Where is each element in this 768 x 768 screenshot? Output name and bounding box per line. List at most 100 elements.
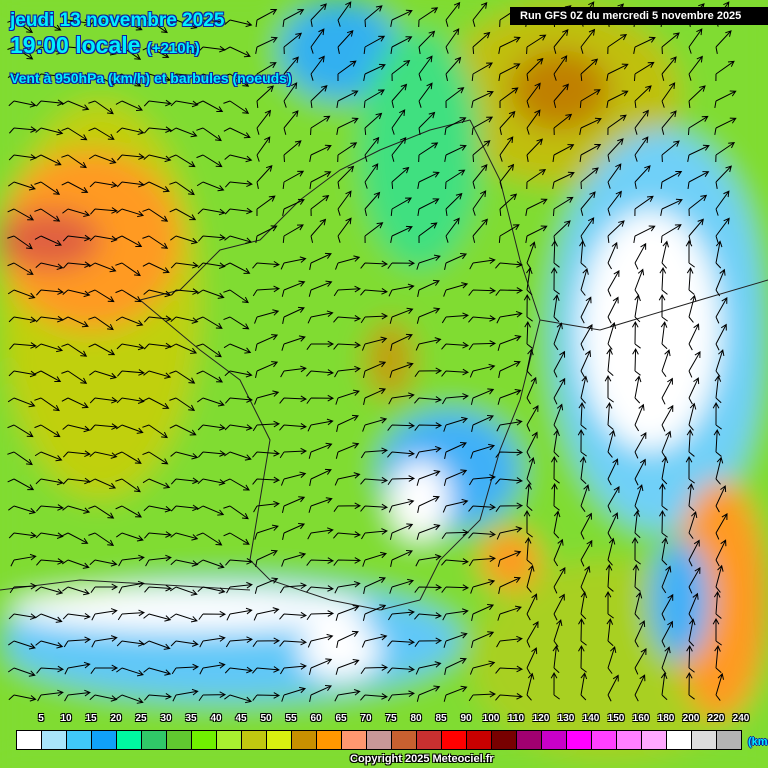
- wind-barb-icon: [606, 348, 614, 377]
- wind-barb-icon: [89, 396, 118, 404]
- wind-barb-icon: [634, 674, 646, 702]
- wind-barb-icon: [252, 260, 280, 269]
- wind-barb-icon: [281, 335, 306, 351]
- wind-barb-icon: [580, 324, 593, 351]
- legend-swatch: [542, 731, 567, 749]
- wind-barb-icon: [253, 500, 280, 513]
- wind-barb-icon: [309, 468, 332, 486]
- wind-barb-icon: [659, 482, 668, 511]
- wind-barb-icon: [498, 36, 521, 54]
- wind-barb-icon: [607, 674, 619, 702]
- wind-barb-icon: [468, 555, 496, 567]
- wind-barb-icon: [7, 424, 34, 438]
- wind-barb-icon: [35, 478, 64, 486]
- wind-barb-icon: [336, 414, 359, 432]
- wind-barb-icon: [62, 450, 91, 458]
- variable-title: Vent à 950hPa (km/h) et barbules (noeuds…: [10, 70, 292, 86]
- legend-label: 80: [410, 713, 422, 724]
- wind-barb-icon: [279, 611, 307, 620]
- wind-barb-icon: [498, 576, 521, 594]
- wind-barb-icon: [523, 509, 533, 538]
- wind-barb-icon: [197, 18, 226, 26]
- wind-barb-icon: [254, 309, 280, 324]
- wind-barb-icon: [712, 617, 722, 646]
- wind-barb-icon: [418, 7, 439, 28]
- wind-barb-icon: [279, 423, 307, 431]
- wind-barb-icon: [282, 224, 304, 244]
- wind-barb-icon: [118, 554, 145, 567]
- wind-barb-icon: [115, 478, 141, 493]
- legend-swatch: [492, 731, 517, 749]
- wind-barb-icon: [61, 181, 89, 193]
- wind-barb-icon: [469, 257, 496, 270]
- wind-barb-icon: [360, 693, 388, 701]
- forecast-lead: (+210h): [146, 40, 200, 57]
- wind-barb-icon: [169, 127, 198, 138]
- wind-barb-icon: [364, 163, 379, 189]
- wind-barb-icon: [281, 686, 307, 702]
- wind-barb-icon: [659, 266, 668, 295]
- wind-barb-icon: [62, 261, 91, 269]
- wind-barb-icon: [634, 403, 645, 432]
- wind-barb-icon: [364, 5, 383, 28]
- wind-barb-icon: [224, 666, 253, 674]
- wind-barb-icon: [499, 163, 515, 189]
- wind-barb-icon: [116, 343, 145, 351]
- wind-barb-icon: [337, 165, 355, 189]
- wind-barb-icon: [335, 442, 360, 459]
- wind-barb-icon: [634, 195, 654, 217]
- wind-barb-icon: [524, 537, 533, 565]
- wind-barb-icon: [88, 154, 117, 165]
- wind-barb-icon: [417, 171, 440, 189]
- wind-barb-icon: [62, 424, 91, 433]
- wind-barb-icon: [223, 343, 252, 354]
- wind-barb-icon: [337, 190, 352, 216]
- wind-barb-icon: [661, 82, 676, 108]
- wind-barb-icon: [89, 451, 118, 459]
- wind-barb-icon: [196, 316, 223, 329]
- wind-barb-icon: [169, 208, 197, 221]
- wind-barb-icon: [35, 72, 64, 80]
- wind-barb-icon: [198, 450, 226, 458]
- wind-barb-icon: [169, 586, 198, 596]
- wind-barb-icon: [445, 87, 465, 109]
- wind-barb-icon: [552, 144, 575, 163]
- wind-barb-icon: [631, 320, 641, 349]
- wind-barb-icon: [580, 484, 590, 513]
- wind-barb-icon: [169, 154, 196, 168]
- legend-label: 25: [135, 713, 147, 724]
- wind-barb-icon: [497, 388, 522, 405]
- wind-barb-icon: [441, 368, 469, 377]
- wind-barb-icon: [333, 502, 362, 513]
- wind-barb-icon: [333, 285, 362, 297]
- wind-barb-icon: [471, 604, 495, 621]
- wind-barb-icon: [497, 605, 522, 621]
- wind-barb-icon: [34, 370, 62, 383]
- wind-barb-icon: [688, 566, 701, 594]
- wind-barb-icon: [115, 424, 144, 434]
- forecast-hour: 19:00 locale: [10, 32, 141, 58]
- wind-barb-icon: [661, 110, 677, 135]
- wind-barb-icon: [387, 450, 415, 458]
- wind-barb-icon: [35, 46, 64, 55]
- wind-barb-icon: [391, 109, 406, 135]
- legend-label: 55: [285, 713, 297, 724]
- legend-label: 240: [732, 713, 750, 724]
- wind-barb-icon: [144, 531, 172, 539]
- wind-barb-icon: [416, 685, 441, 702]
- wind-barb-icon: [279, 582, 307, 594]
- wind-barb-icon: [468, 690, 497, 702]
- wind-barb-icon: [335, 604, 360, 621]
- wind-barb-icon: [391, 83, 408, 108]
- wind-barb-icon: [223, 316, 250, 330]
- wind-barb-icon: [551, 239, 560, 268]
- wind-barb-icon: [197, 397, 225, 407]
- wind-barb-icon: [526, 348, 534, 377]
- wind-barb-icon: [333, 314, 361, 323]
- wind-barb-icon: [687, 483, 695, 512]
- wind-barb-icon: [389, 307, 414, 324]
- wind-barb-icon: [89, 370, 117, 380]
- wind-barb-icon: [224, 19, 253, 28]
- wind-barb-icon: [550, 671, 560, 700]
